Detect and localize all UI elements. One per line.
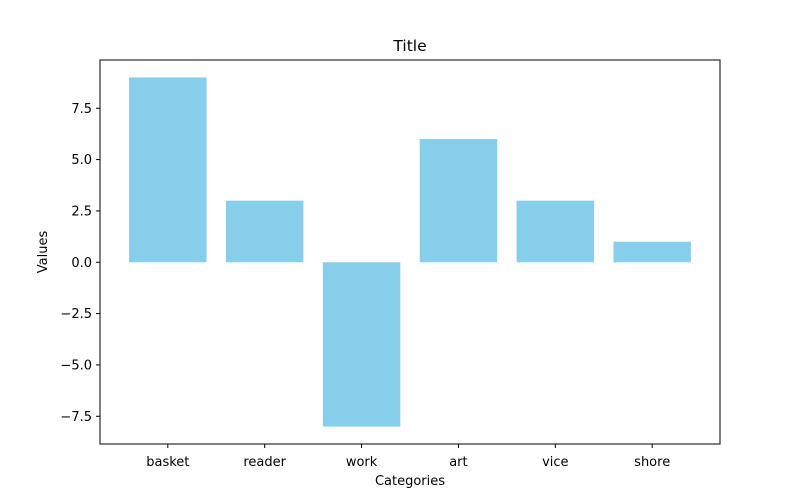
x-tick-label: work: [346, 455, 378, 470]
x-axis-label: Categories: [375, 474, 445, 489]
bar-reader: [225, 200, 304, 263]
y-tick-label: −2.5: [60, 307, 92, 322]
y-axis-label: Values: [36, 231, 51, 274]
bar-shore: [613, 241, 691, 263]
y-tick-label: −7.5: [60, 410, 92, 425]
y-tick-label: −5.0: [60, 358, 92, 373]
y-tick-label: 5.0: [71, 153, 92, 168]
x-tick-label: shore: [634, 455, 670, 470]
bar-vice: [516, 200, 595, 263]
bars-layer: [129, 77, 691, 427]
plot-area-frame: [99, 59, 721, 445]
y-tick-label: 7.5: [71, 102, 92, 117]
bar-art: [419, 139, 498, 263]
bar-work: [322, 262, 401, 427]
y-tick-label: 0.0: [71, 256, 92, 271]
chart-title: Title: [392, 37, 426, 55]
x-tick-label: basket: [146, 455, 189, 470]
x-tick-label: vice: [542, 455, 568, 470]
ticks-layer: basket reader work art vice shore −7.5 −5.0 −2.5…: [60, 102, 670, 470]
x-tick-label: art: [449, 455, 467, 470]
x-tick-label: reader: [243, 455, 286, 470]
bar-basket: [129, 77, 207, 263]
y-tick-label: 2.5: [71, 204, 92, 219]
